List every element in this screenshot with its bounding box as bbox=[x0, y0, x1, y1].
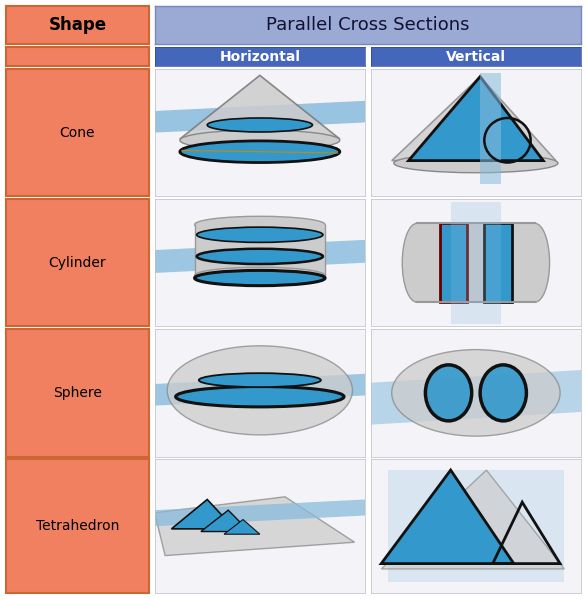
Polygon shape bbox=[480, 73, 501, 183]
Polygon shape bbox=[409, 77, 543, 161]
Ellipse shape bbox=[195, 267, 325, 284]
Ellipse shape bbox=[394, 153, 558, 173]
Polygon shape bbox=[154, 500, 365, 526]
Ellipse shape bbox=[197, 227, 323, 243]
Polygon shape bbox=[392, 77, 556, 161]
Ellipse shape bbox=[195, 216, 325, 233]
Ellipse shape bbox=[520, 223, 549, 302]
Ellipse shape bbox=[392, 350, 560, 436]
Polygon shape bbox=[201, 510, 249, 531]
Polygon shape bbox=[381, 470, 514, 564]
Bar bbox=[440, 223, 467, 302]
Ellipse shape bbox=[402, 223, 431, 302]
Ellipse shape bbox=[426, 365, 472, 421]
Polygon shape bbox=[180, 75, 340, 139]
Text: Cylinder: Cylinder bbox=[49, 256, 106, 270]
Ellipse shape bbox=[176, 386, 344, 407]
Bar bbox=[195, 225, 325, 276]
Polygon shape bbox=[451, 202, 501, 324]
Ellipse shape bbox=[480, 365, 527, 421]
Polygon shape bbox=[154, 497, 355, 556]
Polygon shape bbox=[381, 470, 564, 569]
Text: Parallel Cross Sections: Parallel Cross Sections bbox=[266, 16, 470, 34]
Text: Sphere: Sphere bbox=[53, 386, 102, 400]
Text: Cone: Cone bbox=[60, 126, 95, 140]
Text: Horizontal: Horizontal bbox=[220, 50, 301, 63]
Ellipse shape bbox=[197, 249, 323, 264]
Polygon shape bbox=[370, 370, 581, 425]
Ellipse shape bbox=[180, 141, 340, 162]
Text: Vertical: Vertical bbox=[446, 50, 506, 63]
Polygon shape bbox=[171, 500, 235, 529]
Ellipse shape bbox=[199, 373, 321, 387]
Polygon shape bbox=[154, 374, 365, 406]
Polygon shape bbox=[387, 470, 564, 582]
Text: Tetrahedron: Tetrahedron bbox=[36, 519, 119, 533]
Text: Shape: Shape bbox=[48, 16, 106, 34]
Polygon shape bbox=[224, 519, 260, 534]
Bar bbox=[484, 223, 512, 302]
Ellipse shape bbox=[167, 346, 352, 435]
Polygon shape bbox=[154, 101, 365, 132]
Bar bbox=[417, 223, 535, 302]
Ellipse shape bbox=[207, 118, 312, 132]
Ellipse shape bbox=[180, 130, 340, 150]
Ellipse shape bbox=[195, 270, 325, 286]
Polygon shape bbox=[154, 240, 365, 273]
